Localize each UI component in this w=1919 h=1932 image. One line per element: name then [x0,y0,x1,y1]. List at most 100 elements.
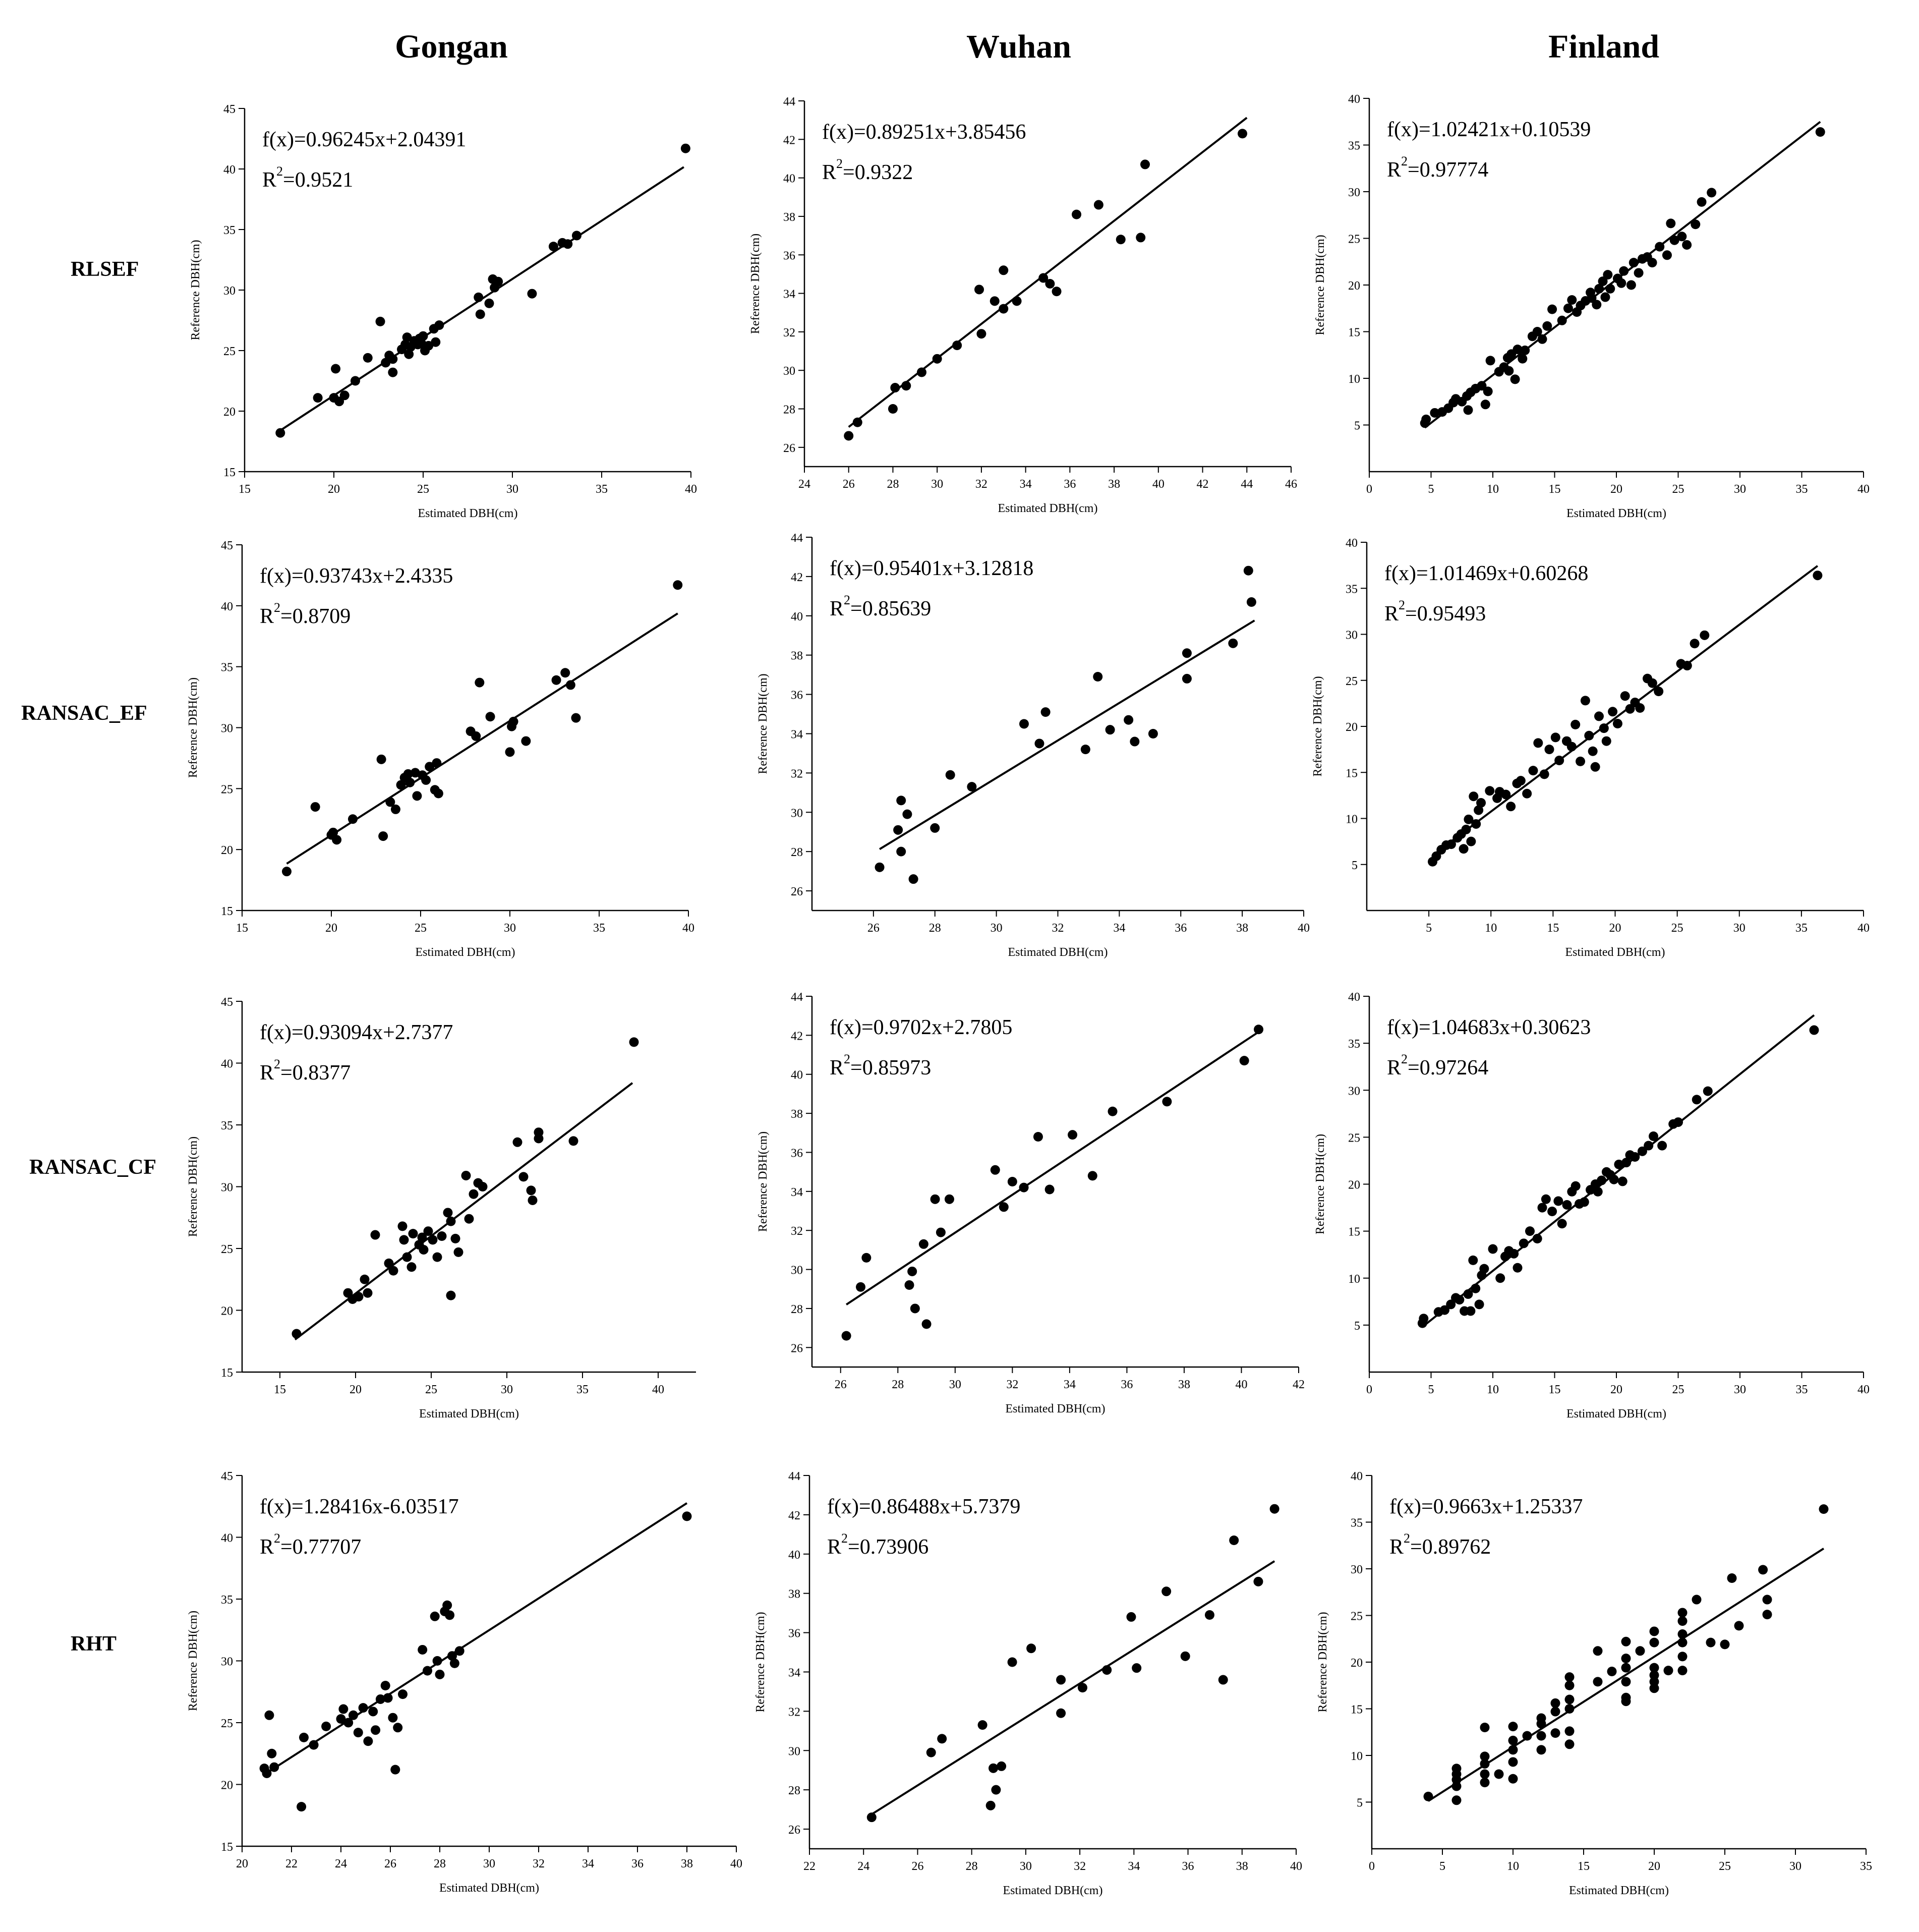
data-point [936,1227,946,1237]
data-point [1419,1314,1429,1324]
y-tick-label: 26 [791,1342,803,1355]
r-squared-label: R2=0.8709 [260,600,351,628]
data-point [388,1266,398,1276]
y-tick-label: 34 [783,288,795,301]
data-point [484,298,494,308]
wuhan-ransac-cf-chart: 26 28 30 32 34 36 38 40 42 26 28 30 32 34 36 38 40 42 44 Es… [757,991,1305,1415]
data-point [397,1221,408,1231]
y-tick-label: 25 [1348,1131,1360,1145]
data-point [1567,295,1577,305]
data-point [1541,1194,1551,1204]
y-axis-label: Reference DBH(cm) [1316,1612,1329,1712]
data-point [1677,1666,1688,1676]
data-point [358,1703,368,1713]
y-tick-label: 35 [1348,1038,1360,1051]
y-tick-label: 32 [791,1225,803,1238]
x-tick-label: 35 [596,483,608,496]
y-tick-label: 15 [221,1841,233,1854]
data-point [1269,1504,1280,1514]
y-tick-label: 42 [791,1030,803,1043]
y-axis-label: Reference DBH(cm) [189,240,202,340]
y-tick-label: 40 [221,1058,233,1071]
data-point [896,795,906,806]
data-point [1691,219,1701,230]
data-point [1045,279,1055,289]
y-axis-label: Reference DBH(cm) [1314,1134,1327,1234]
data-point [1635,1646,1645,1656]
data-point [1007,1177,1017,1186]
x-tick-label: 38 [1236,922,1248,935]
data-point [988,1763,999,1773]
data-point [1762,1595,1772,1605]
data-point [1580,696,1590,706]
x-tick-label: 38 [1178,1378,1190,1391]
r-squared-label: R2=0.97264 [1387,1052,1488,1079]
data-point [1124,715,1134,725]
y-tick-label: 32 [783,326,795,339]
data-point [1495,1273,1505,1283]
x-tick-label: 35 [576,1383,589,1396]
data-point [1466,836,1476,846]
x-tick-label: 20 [236,1857,248,1870]
data-point [1571,719,1581,729]
data-point [1597,1175,1607,1185]
equation-label: f(x)=0.89251x+3.85456 [822,121,1026,144]
data-point [275,428,285,438]
data-point [1012,296,1022,306]
regression-line [879,619,1255,850]
data-point [999,1202,1009,1212]
data-point [380,1681,390,1690]
data-point [1542,321,1552,331]
finland-ransac-ef-chart: 5 10 15 20 25 30 35 40 5 10 15 20 25 30 35 40 Estimated … [1311,537,1870,959]
x-tick-label: 38 [1108,478,1120,491]
data-point [1762,1610,1772,1620]
data-point [1536,1713,1546,1723]
data-point [1480,1759,1490,1769]
y-tick-label: 36 [791,1147,803,1160]
x-tick-label: 5 [1426,922,1432,935]
data-point [1246,597,1256,607]
data-point [353,1728,363,1738]
data-point [1550,732,1560,743]
data-point [431,337,441,347]
data-point [1649,1637,1659,1647]
y-tick-label: 34 [788,1666,800,1679]
y-tick-label: 38 [783,211,795,224]
data-point [1603,270,1613,280]
y-tick-label: 20 [1346,721,1358,734]
data-point [1446,1299,1456,1310]
y-tick-label: 30 [783,365,795,378]
y-tick-label: 28 [783,404,795,417]
data-point [269,1762,279,1772]
data-point [1228,638,1238,648]
data-point [1516,776,1526,786]
y-tick-label: 35 [1351,1517,1363,1530]
data-point [1182,648,1192,658]
data-point [1480,1723,1490,1732]
data-point [1682,240,1692,250]
data-point [1576,756,1586,766]
x-tick-label: 32 [1006,1378,1018,1391]
y-tick-label: 20 [1351,1657,1363,1670]
y-tick-label: 15 [221,1367,233,1380]
data-point [446,1290,456,1300]
data-point [1562,1200,1572,1210]
x-tick-label: 25 [1672,1383,1684,1396]
data-point [1649,1131,1658,1142]
data-point [375,316,385,326]
data-point [1480,1778,1490,1788]
data-point [446,1216,456,1226]
r-squared-label: R2=0.85973 [830,1052,931,1079]
data-point [390,1765,400,1775]
data-point [1126,1612,1136,1622]
data-point [1630,1152,1640,1162]
data-point [1677,1652,1688,1662]
data-point [548,242,558,252]
x-tick-label: 26 [867,922,880,935]
data-point [1690,639,1700,649]
r-squared-label: R2=0.97774 [1387,154,1488,182]
data-point [1539,769,1549,779]
y-axis-label: Reference DBH(cm) [757,1131,770,1232]
data-point [673,580,683,590]
equation-label: f(x)=0.93743x+2.4335 [260,564,453,588]
